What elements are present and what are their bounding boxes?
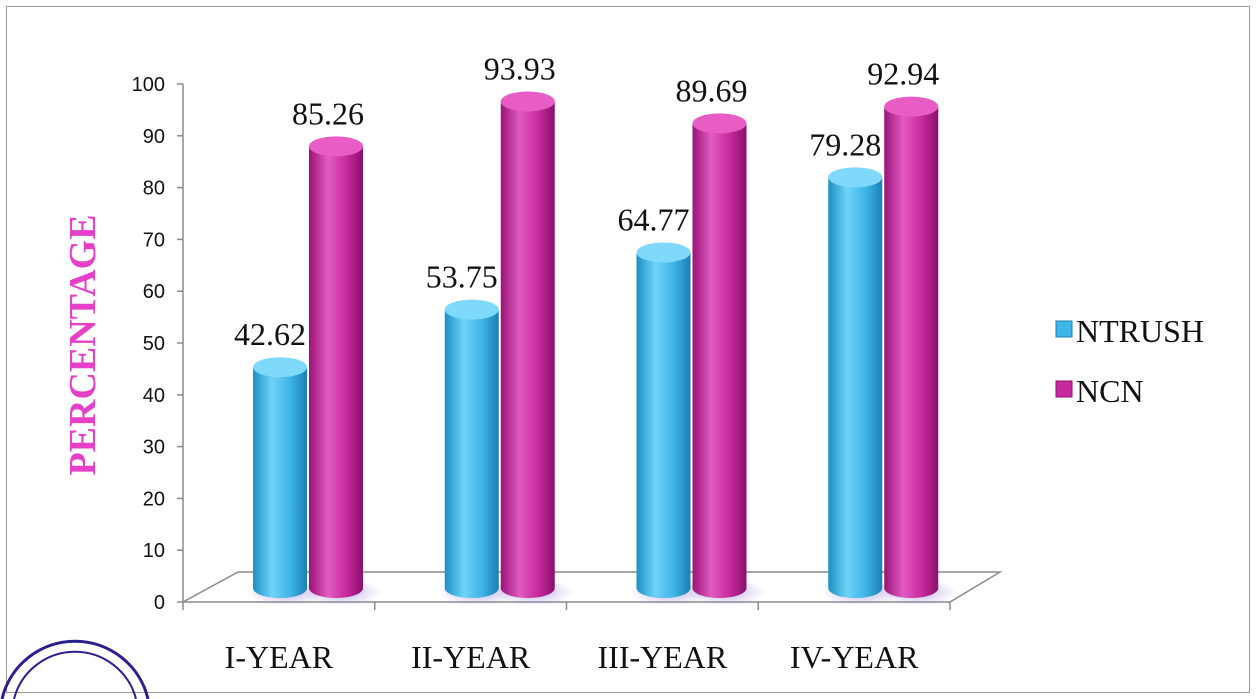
y-tick-label: 0: [154, 592, 165, 614]
y-tick-label: 20: [143, 488, 165, 510]
data-label: 93.93: [484, 50, 556, 86]
bar-ntrush: [636, 252, 691, 598]
bar-top-ntrush: [444, 299, 499, 320]
legend-label-ncn: NCN: [1076, 373, 1144, 409]
bar-ncn: [692, 123, 747, 599]
x-category-label: II-YEAR: [411, 639, 531, 675]
legend: NTRUSH NCN: [1055, 313, 1204, 409]
data-label: 42.62: [234, 316, 306, 352]
y-tick-label: 90: [143, 126, 165, 148]
data-label: 92.94: [867, 56, 939, 92]
y-tick-label: 70: [143, 229, 165, 251]
bar-top-ntrush: [828, 167, 883, 188]
bar-top-ncn: [309, 136, 363, 157]
x-category-label: III-YEAR: [598, 639, 728, 675]
data-label: 64.77: [618, 201, 690, 237]
y-tick-label: 50: [143, 333, 165, 355]
y-tick-label: 80: [143, 178, 165, 200]
x-axis-categories: I-YEAR II-YEAR III-YEAR IV-YEAR: [182, 602, 951, 675]
y-tick-label: 60: [143, 281, 165, 303]
bar-ntrush: [444, 309, 499, 598]
y-tick-label: 30: [143, 437, 165, 459]
bar-ncn: [884, 106, 939, 598]
bar-top-ntrush: [253, 357, 307, 378]
data-label: 79.28: [809, 126, 881, 162]
bar-ncn: [309, 146, 363, 598]
bar-ntrush: [253, 367, 307, 598]
data-label: 53.75: [426, 259, 498, 295]
x-category-label: I-YEAR: [225, 639, 334, 675]
legend-swatch-ncn: [1055, 380, 1073, 398]
legend-label-ntrush: NTRUSH: [1076, 313, 1204, 349]
chart-frame: [6, 6, 1250, 693]
y-axis-ticks: 0 10 20 30 40 50 60 70 80 90 100: [132, 74, 183, 614]
stamp-seal: [0, 639, 150, 699]
y-tick-label: 10: [143, 540, 165, 562]
bars: [247, 91, 957, 606]
y-axis-label: PERCENTAGE: [62, 214, 104, 475]
bar-ncn: [500, 101, 555, 598]
legend-swatch-ntrush: [1055, 320, 1073, 338]
data-labels: 42.62 85.26 53.75 93.93 64.77 89.69 79.28 92.94: [234, 50, 939, 352]
bar-top-ncn: [692, 113, 747, 134]
y-tick-label: 40: [143, 385, 165, 407]
y-tick-label: 100: [132, 74, 165, 96]
bar-top-ncn: [500, 91, 555, 112]
bar-top-ntrush: [636, 242, 691, 263]
data-label: 89.69: [676, 72, 748, 108]
bar-ntrush: [828, 177, 883, 599]
bar-top-ncn: [884, 96, 939, 117]
x-category-label: IV-YEAR: [790, 639, 919, 675]
data-label: 85.26: [292, 95, 364, 131]
